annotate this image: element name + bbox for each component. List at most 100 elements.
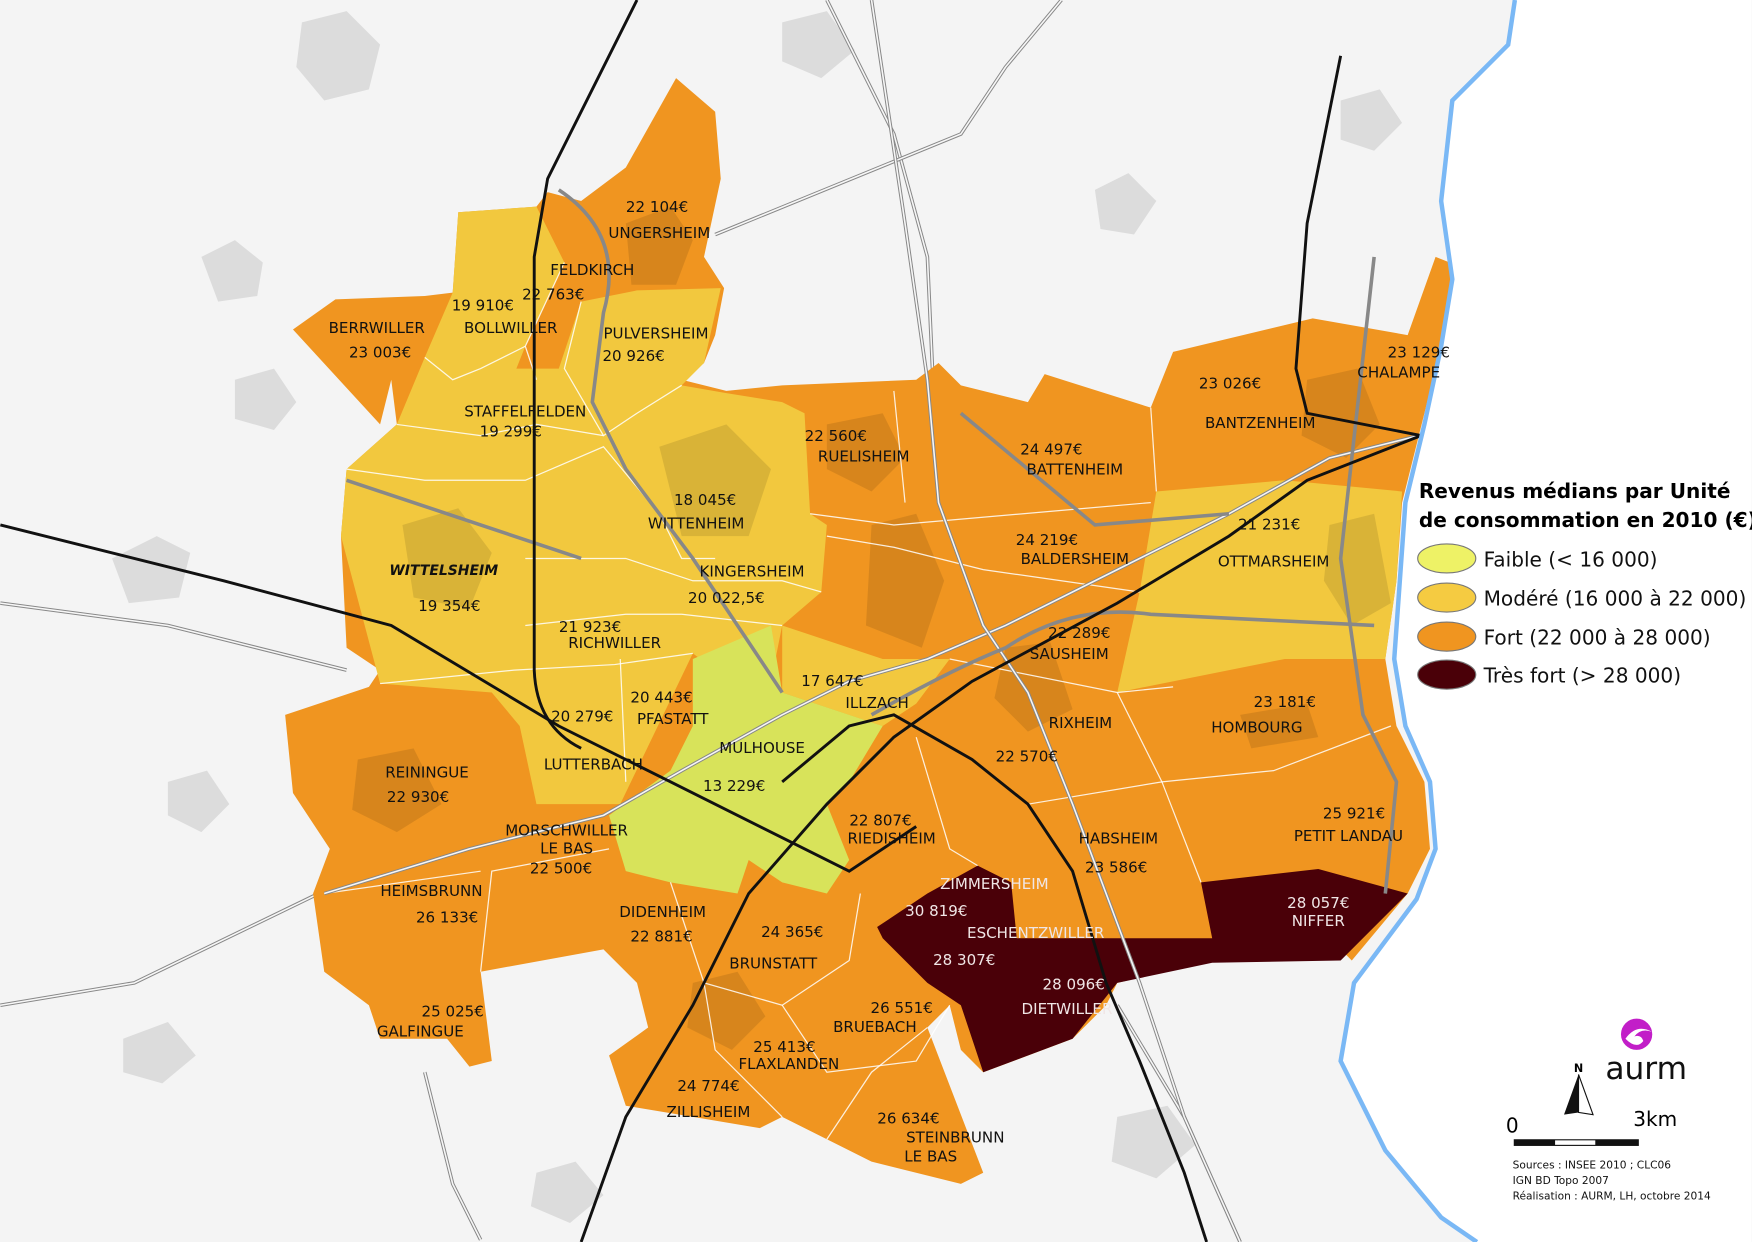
legend: Revenus médians par Unité de consommatio… xyxy=(1417,479,1752,690)
commune-value: 22 930€ xyxy=(387,788,449,806)
legend-swatch xyxy=(1417,543,1477,574)
commune-name: HEIMSBRUNN xyxy=(380,882,482,900)
legend-title: de consommation en 2010 (€) xyxy=(1419,508,1752,532)
commune-value: 24 497€ xyxy=(1020,441,1082,459)
commune-name: STAFFELFELDEN xyxy=(464,403,586,421)
commune-value: 23 181€ xyxy=(1254,693,1316,711)
commune-name: RUELISHEIM xyxy=(818,447,910,465)
roads xyxy=(323,0,1420,1242)
legend-item-modere: Modéré (16 000 à 22 000) xyxy=(1417,582,1747,613)
commune-value: 25 921€ xyxy=(1323,805,1385,823)
commune-name: ZIMMERSHEIM xyxy=(940,875,1049,893)
commune-value: 22 560€ xyxy=(805,427,867,445)
commune-name: BRUNSTATT xyxy=(729,954,818,972)
legend-title: Revenus médians par Unité xyxy=(1419,479,1731,503)
commune-value: 13 229€ xyxy=(703,777,765,795)
legend-label: Modéré (16 000 à 22 000) xyxy=(1484,586,1747,610)
commune-value: 22 570€ xyxy=(996,748,1058,766)
scale-bar: 0 3km xyxy=(1506,1107,1677,1146)
commune-name: FLAXLANDEN xyxy=(739,1055,840,1073)
commune-name: FELDKIRCH xyxy=(550,261,634,279)
commune-name: ZILLISHEIM xyxy=(667,1103,751,1121)
commune-value: 26 551€ xyxy=(871,999,933,1017)
sources: Sources : INSEE 2010 ; CLC06 IGN BD Topo… xyxy=(1513,1158,1711,1202)
commune-name: GALFINGUE xyxy=(377,1022,464,1040)
commune-value: 24 365€ xyxy=(761,923,823,941)
motorways xyxy=(0,0,1422,1242)
legend-swatch xyxy=(1417,621,1477,652)
commune-value: 28 307€ xyxy=(933,951,995,969)
commune-value: 26 634€ xyxy=(877,1110,939,1128)
commune-name: ILLZACH xyxy=(845,694,908,712)
source-line: Réalisation : AURM, LH, octobre 2014 xyxy=(1513,1190,1711,1203)
commune-name: WITTENHEIM xyxy=(648,514,745,532)
urban-areas xyxy=(352,206,1391,1050)
commune-name: LUTTERBACH xyxy=(544,756,643,774)
commune-value: 23 003€ xyxy=(349,343,411,361)
commune-value: 22 763€ xyxy=(522,285,584,303)
region-faible-mulhouse xyxy=(609,625,883,894)
commune-name: REININGUE xyxy=(385,763,469,781)
scale-segment-white xyxy=(1555,1140,1596,1145)
commune-name: SAUSHEIM xyxy=(1030,645,1109,663)
commune-value: 23 129€ xyxy=(1388,343,1450,361)
commune-value: 23 026€ xyxy=(1199,375,1261,393)
legend-item-faible: Faible (< 16 000) xyxy=(1417,543,1658,574)
commune-value: 20 443€ xyxy=(630,689,692,707)
rhine-river xyxy=(1338,0,1518,1242)
commune-value: 28 096€ xyxy=(1043,976,1105,994)
commune-name: BALDERSHEIM xyxy=(1021,550,1129,568)
legend-swatch xyxy=(1417,659,1477,690)
logo-text: aurm xyxy=(1605,1051,1687,1087)
legend-label: Faible (< 16 000) xyxy=(1484,547,1658,571)
commune-value: 25 413€ xyxy=(753,1038,815,1056)
legend-label: Fort (22 000 à 28 000) xyxy=(1484,625,1711,649)
commune-name: HOMBOURG xyxy=(1211,719,1302,737)
north-arrow: N xyxy=(1564,1062,1594,1116)
commune-name: PFASTATT xyxy=(637,710,709,728)
commune-value: 22 104€ xyxy=(626,198,688,216)
commune-name: NIFFER xyxy=(1292,912,1346,930)
commune-name: RICHWILLER xyxy=(568,634,661,652)
commune-labels: 22 104€ UNGERSHEIM FELDKIRCH 22 763€ 19 … xyxy=(329,198,1450,1165)
commune-name-line2: LE BAS xyxy=(540,839,593,857)
commune-name: CHALAMPE xyxy=(1357,364,1440,382)
commune-name: MULHOUSE xyxy=(719,739,805,757)
commune-name: KINGERSHEIM xyxy=(699,562,804,580)
commune-name: OTTMARSHEIM xyxy=(1218,552,1330,570)
commune-name: PETIT LANDAU xyxy=(1294,827,1403,845)
commune-value: 17 647€ xyxy=(801,672,863,690)
commune-name: HABSHEIM xyxy=(1079,829,1159,847)
commune-name: DIDENHEIM xyxy=(619,903,706,921)
commune-value: 20 926€ xyxy=(602,347,664,365)
aurm-logo: aurm xyxy=(1605,1018,1687,1087)
commune-value: 28 057€ xyxy=(1287,894,1349,912)
commune-value: 18 045€ xyxy=(674,491,736,509)
north-label: N xyxy=(1574,1062,1583,1075)
commune-value: 22 500€ xyxy=(530,859,592,877)
commune-name: DIETWILLER xyxy=(1022,1000,1113,1018)
commune-name-line2: LE BAS xyxy=(904,1148,957,1166)
commune-name: BRUEBACH xyxy=(833,1018,917,1036)
commune-name: ESCHENTZWILLER xyxy=(967,924,1105,942)
commune-name: WITTELSHEIM xyxy=(389,563,498,579)
commune-name: UNGERSHEIM xyxy=(608,224,710,242)
north-arrow-icon xyxy=(1564,1074,1579,1115)
scale-end: 3km xyxy=(1633,1107,1677,1131)
commune-value: 20 279€ xyxy=(551,708,613,726)
commune-value: 24 219€ xyxy=(1016,531,1078,549)
commune-boundaries xyxy=(324,262,1392,1140)
rhine-east-bank-area xyxy=(1340,0,1752,1242)
commune-value: 24 774€ xyxy=(677,1077,739,1095)
commune-name: PULVERSHEIM xyxy=(603,324,708,342)
commune-value: 22 289€ xyxy=(1048,624,1110,642)
commune-value: 25 025€ xyxy=(422,1002,484,1020)
logo-swirl xyxy=(1625,1028,1653,1045)
commune-value: 23 586€ xyxy=(1085,858,1147,876)
commune-value: 22 807€ xyxy=(849,811,911,829)
legend-swatch xyxy=(1417,582,1477,613)
commune-name: BERRWILLER xyxy=(329,319,426,337)
commune-value: 19 299€ xyxy=(480,423,542,441)
commune-value: 20 022,5€ xyxy=(688,589,765,607)
